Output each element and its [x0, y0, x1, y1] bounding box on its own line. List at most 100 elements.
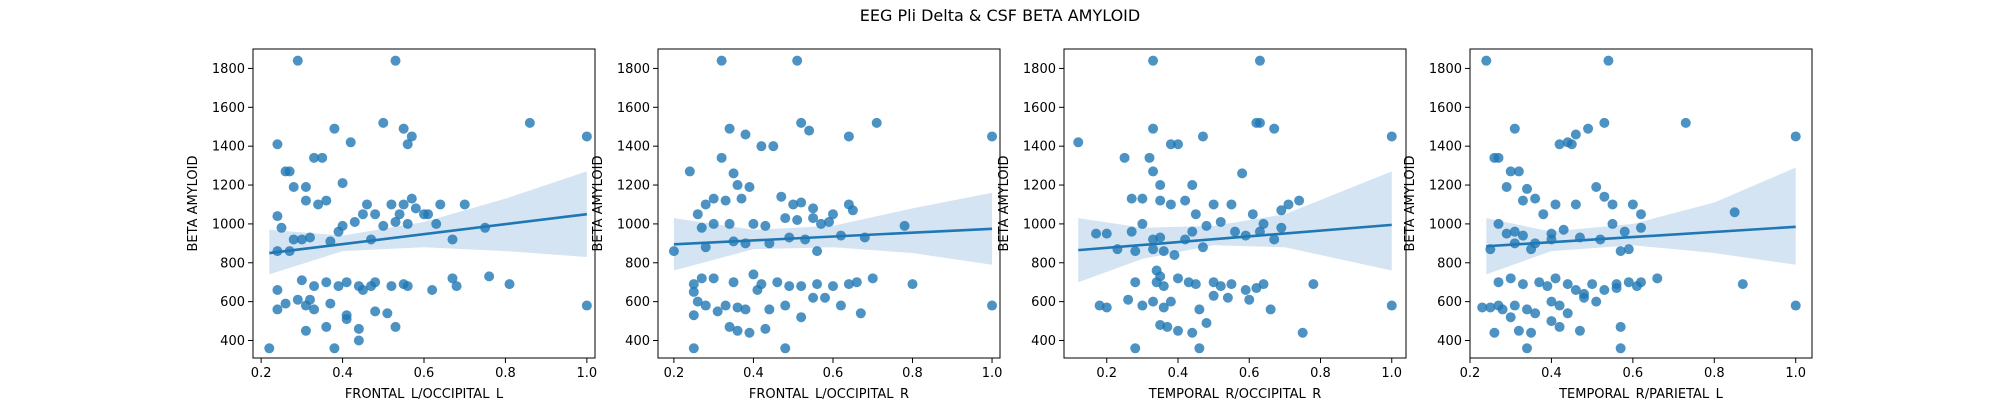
- data-point: [1517, 279, 1528, 290]
- data-point: [784, 281, 795, 292]
- data-point: [1137, 218, 1148, 229]
- data-point: [1162, 321, 1173, 332]
- y-tick-label: 1200: [1429, 179, 1462, 194]
- data-point: [1208, 199, 1219, 210]
- x-tick-label: 0.2: [664, 366, 685, 381]
- data-point: [1562, 279, 1573, 290]
- data-point: [1790, 300, 1801, 311]
- data-point: [1554, 321, 1565, 332]
- y-tick-label: 1800: [212, 62, 245, 77]
- data-point: [1489, 327, 1500, 338]
- y-axis-label: BETA AMYLOID: [186, 156, 201, 252]
- data-point: [321, 321, 332, 332]
- data-point: [427, 284, 438, 295]
- x-tick-label: 0.4: [1168, 366, 1189, 381]
- data-point: [1294, 195, 1305, 206]
- x-tick-label: 1.0: [577, 366, 598, 381]
- x-tick-label: 0.2: [251, 366, 272, 381]
- data-point: [1627, 199, 1638, 210]
- data-point: [987, 131, 998, 142]
- data-point: [272, 139, 283, 150]
- data-point: [1603, 55, 1614, 66]
- data-point: [370, 277, 381, 288]
- data-point: [1297, 327, 1308, 338]
- data-point: [1187, 226, 1198, 237]
- y-tick-label: 1600: [212, 101, 245, 116]
- data-point: [288, 234, 299, 245]
- data-point: [1517, 195, 1528, 206]
- data-point: [581, 131, 592, 142]
- data-point: [1542, 281, 1553, 292]
- data-point: [1269, 234, 1280, 245]
- data-point: [390, 321, 401, 332]
- data-point: [871, 117, 882, 128]
- data-point: [1126, 226, 1137, 237]
- data-point: [808, 213, 819, 224]
- data-point: [1522, 183, 1532, 194]
- y-axis-label: BETA AMYLOID: [997, 156, 1012, 252]
- y-axis-label: BETA AMYLOID: [591, 156, 606, 252]
- data-point: [1137, 193, 1148, 204]
- data-point: [1180, 195, 1191, 206]
- data-point: [827, 209, 838, 220]
- data-point: [780, 300, 791, 311]
- data-point: [272, 304, 283, 315]
- y-tick-label: 600: [625, 295, 650, 310]
- data-point: [317, 152, 328, 163]
- confidence-band: [673, 192, 993, 271]
- data-point: [1493, 277, 1504, 288]
- data-point: [398, 123, 409, 134]
- data-point: [1558, 224, 1569, 235]
- data-point: [1591, 181, 1602, 192]
- data-point: [349, 216, 360, 227]
- y-tick-label: 1000: [212, 217, 245, 232]
- y-tick-label: 1000: [1429, 217, 1462, 232]
- data-point: [688, 286, 699, 297]
- data-point: [1534, 277, 1545, 288]
- data-point: [325, 298, 336, 309]
- data-point: [1636, 222, 1646, 233]
- data-point: [732, 302, 743, 313]
- data-point: [1276, 222, 1287, 233]
- y-tick-label: 800: [625, 256, 650, 271]
- data-point: [1570, 199, 1581, 210]
- data-point: [716, 55, 727, 66]
- data-point: [1226, 279, 1237, 290]
- data-point: [696, 222, 707, 233]
- y-tick-label: 1000: [1023, 217, 1056, 232]
- data-point: [987, 300, 998, 311]
- axes-frame: [657, 48, 1001, 359]
- data-point: [800, 234, 811, 245]
- data-point: [419, 209, 429, 220]
- data-point: [264, 343, 275, 354]
- y-tick-label: 800: [1031, 256, 1056, 271]
- x-tick-label: 0.4: [743, 366, 764, 381]
- data-point: [581, 300, 592, 311]
- data-point: [796, 197, 807, 208]
- data-point: [720, 300, 731, 311]
- data-point: [1201, 220, 1212, 231]
- data-point: [337, 178, 348, 189]
- data-point: [402, 281, 413, 292]
- x-tick-label: 0.6: [1239, 366, 1260, 381]
- data-point: [357, 284, 368, 295]
- data-point: [305, 232, 315, 243]
- regression-line: [269, 212, 588, 255]
- data-point: [756, 141, 767, 152]
- data-point: [748, 269, 759, 280]
- data-point: [827, 281, 838, 292]
- data-point: [812, 246, 823, 257]
- data-point: [700, 300, 711, 311]
- data-point: [1222, 292, 1233, 303]
- data-point: [296, 275, 307, 286]
- data-point: [382, 308, 393, 319]
- data-point: [406, 193, 417, 204]
- data-point: [1550, 273, 1561, 284]
- data-point: [804, 125, 815, 136]
- data-point: [708, 273, 719, 284]
- data-point: [1208, 290, 1219, 301]
- x-tick-label: 1.0: [1785, 366, 1806, 381]
- data-point: [1477, 302, 1488, 313]
- data-point: [780, 343, 791, 354]
- data-point: [808, 292, 819, 303]
